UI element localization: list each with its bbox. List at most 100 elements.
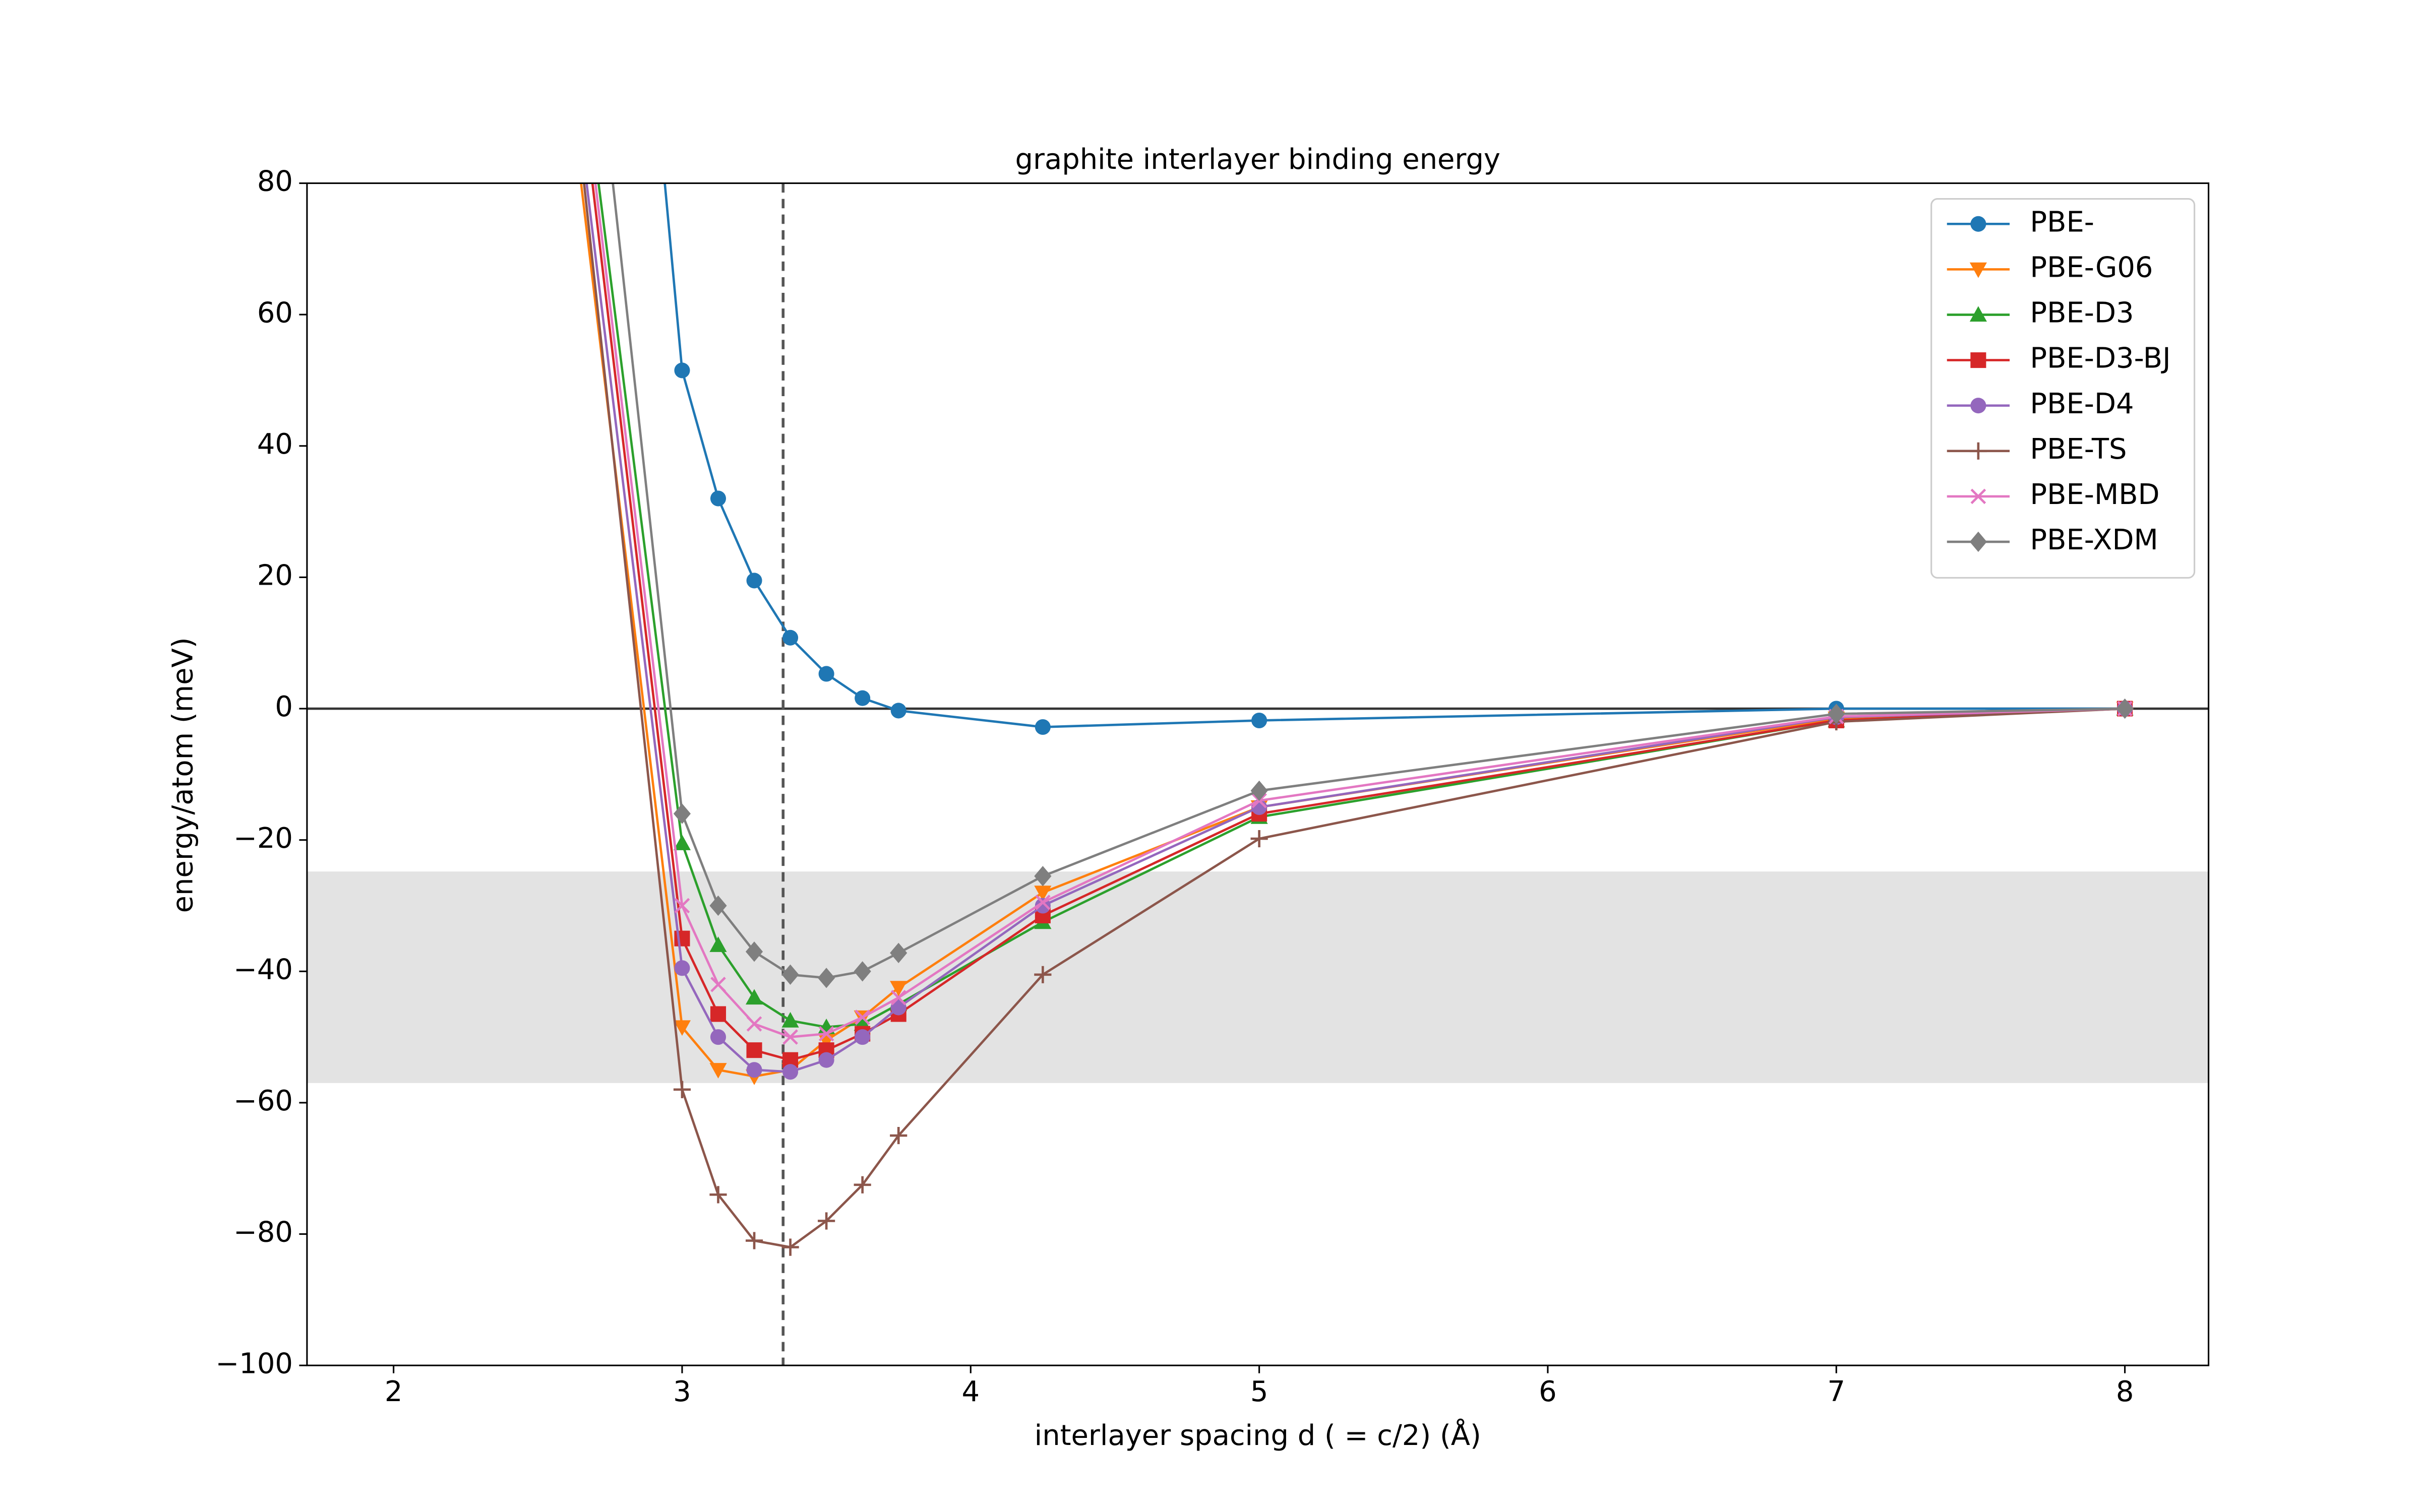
y-axis-label: energy/atom (meV) — [167, 637, 200, 913]
marker — [1034, 966, 1052, 983]
marker — [673, 803, 691, 824]
legend-label: PBE-XDM — [2030, 524, 2158, 556]
marker — [781, 964, 799, 985]
marker — [1969, 262, 1987, 278]
marker — [1035, 719, 1051, 735]
x-tick-label: 7 — [1827, 1375, 1845, 1408]
marker — [782, 1029, 798, 1045]
marker — [782, 1064, 799, 1080]
marker — [890, 999, 906, 1016]
shaded-band — [307, 871, 2209, 1083]
marker — [818, 666, 834, 682]
marker — [746, 1062, 762, 1078]
marker — [745, 1232, 763, 1249]
marker — [781, 1238, 799, 1256]
legend-label: PBE-MBD — [2030, 478, 2159, 511]
marker — [674, 898, 690, 914]
marker — [709, 936, 727, 952]
marker — [1970, 216, 1986, 232]
marker — [818, 968, 835, 988]
marker — [745, 989, 763, 1005]
y-tick-label: −40 — [233, 953, 293, 986]
y-tick-label: 80 — [257, 165, 293, 198]
series-line — [594, 183, 2125, 1038]
marker — [674, 362, 690, 379]
legend-box — [1930, 198, 2196, 579]
series-line — [591, 183, 2125, 1061]
marker — [674, 960, 690, 976]
marker — [855, 1010, 870, 1025]
y-tick-label: 40 — [257, 428, 293, 461]
series-line — [612, 183, 2125, 979]
marker — [673, 1020, 691, 1036]
y-tick-label: 0 — [275, 690, 293, 723]
series-line — [585, 183, 2125, 1074]
legend-label: PBE-D3 — [2030, 297, 2134, 330]
marker — [854, 1176, 871, 1193]
marker — [818, 1212, 835, 1230]
marker — [710, 1006, 727, 1022]
marker — [746, 1016, 762, 1032]
marker — [1969, 442, 1987, 460]
legend-label: PBE-D3-BJ — [2030, 342, 2170, 375]
marker — [782, 629, 799, 646]
marker — [1970, 352, 1986, 368]
y-tick-label: −20 — [233, 822, 293, 855]
legend-label: PBE-TS — [2030, 433, 2127, 466]
marker — [1034, 886, 1052, 901]
marker — [2116, 698, 2134, 719]
marker — [1970, 398, 1986, 414]
marker — [746, 1042, 762, 1058]
series-line — [583, 183, 2125, 1249]
chart-title: graphite interlayer binding energy — [1015, 143, 1500, 176]
marker — [854, 961, 871, 982]
legend-label: PBE- — [2030, 206, 2094, 238]
marker — [1970, 488, 1986, 505]
axes: 2 3 4 5 6 7 8 −100 −80 −60 −40 −20 0 20 40 60 80 — [215, 165, 2210, 1408]
marker — [890, 981, 908, 996]
x-tick-label: 8 — [2116, 1375, 2134, 1408]
marker — [818, 1026, 834, 1042]
marker — [745, 941, 763, 962]
marker — [674, 930, 690, 947]
marker — [710, 977, 726, 992]
marker — [709, 895, 727, 916]
marker — [1034, 866, 1052, 887]
marker — [890, 942, 908, 963]
y-tick-label: −80 — [233, 1216, 293, 1249]
legend-label: PBE-G06 — [2030, 251, 2153, 284]
marker — [1251, 712, 1267, 729]
marker — [673, 1081, 691, 1098]
marker — [781, 1012, 799, 1028]
y-tick-label: −60 — [233, 1085, 293, 1117]
marker — [673, 835, 691, 850]
marker — [709, 1186, 727, 1204]
y-tick-label: 20 — [257, 559, 293, 592]
x-tick-label: 3 — [673, 1375, 691, 1408]
marker — [1828, 704, 1845, 724]
x-tick-label: 4 — [962, 1375, 980, 1408]
marker — [855, 690, 871, 706]
marker — [890, 990, 906, 1005]
marker — [1035, 895, 1051, 910]
plot-area — [307, 183, 2209, 1366]
marker — [890, 1126, 908, 1145]
plot-frame — [306, 182, 2210, 1366]
x-tick-label: 2 — [385, 1375, 403, 1408]
marker — [709, 1063, 727, 1079]
x-tick-label: 6 — [1539, 1375, 1557, 1408]
series-line — [663, 183, 2125, 728]
marker — [818, 1052, 834, 1068]
legend: PBE- PBE-G06 PBE-D3 PBE-D3-BJ PBE-D4 PBE-TS PB… — [1930, 198, 2196, 579]
x-axis-label: interlayer spacing d ( = c/2) (Å) — [1035, 1419, 1481, 1452]
x-tick-label: 5 — [1250, 1375, 1268, 1408]
marker — [855, 1029, 871, 1045]
marker — [710, 490, 727, 507]
marker — [1250, 830, 1268, 848]
marker — [710, 1029, 727, 1045]
y-tick-label: 60 — [257, 296, 293, 329]
marker — [1250, 780, 1268, 801]
marker — [890, 703, 906, 719]
y-tick-label: −100 — [215, 1347, 293, 1380]
